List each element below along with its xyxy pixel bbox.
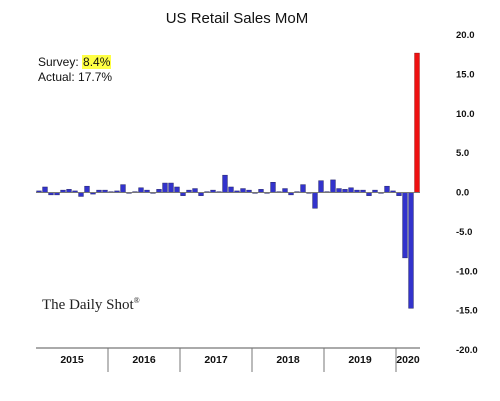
x-axis: 2015 2016 2017 2018 2019 2020 bbox=[36, 347, 420, 372]
x-year-label: 2018 bbox=[276, 354, 300, 366]
bar bbox=[300, 184, 306, 193]
bar bbox=[330, 179, 336, 193]
actual-annotation: Actual: 17.7% bbox=[38, 70, 112, 85]
watermark-text: The Daily Shot bbox=[42, 297, 134, 313]
chart-title: US Retail Sales MoM bbox=[166, 10, 309, 27]
bars-layer bbox=[36, 52, 420, 309]
bar bbox=[240, 188, 246, 193]
x-year-label: 2020 bbox=[396, 354, 420, 366]
daily-shot-watermark: The Daily Shot® bbox=[42, 296, 140, 314]
y-tick-label: -5.0 bbox=[456, 227, 472, 238]
bar bbox=[228, 186, 234, 193]
y-tick-label: 15.0 bbox=[456, 69, 475, 80]
bar bbox=[384, 185, 390, 193]
bar bbox=[84, 185, 90, 193]
y-tick-label: -10.0 bbox=[456, 266, 478, 277]
x-year-label: 2019 bbox=[348, 354, 372, 366]
y-tick-label: -15.0 bbox=[456, 306, 478, 317]
x-year-label: 2016 bbox=[132, 354, 156, 366]
bar bbox=[138, 187, 144, 193]
bar bbox=[174, 186, 180, 193]
bar bbox=[282, 188, 288, 193]
x-year-label: 2015 bbox=[60, 354, 84, 366]
bar bbox=[192, 188, 198, 193]
watermark-mark: ® bbox=[133, 296, 140, 305]
survey-value: 8.4% bbox=[82, 55, 112, 69]
y-tick-label: 20.0 bbox=[456, 30, 475, 41]
actual-value: 17.7% bbox=[78, 70, 113, 84]
survey-label: Survey: bbox=[38, 55, 83, 69]
bar bbox=[402, 192, 408, 259]
y-tick-label: 0.0 bbox=[456, 188, 469, 199]
y-tick-label: -20.0 bbox=[456, 345, 478, 356]
survey-annotation: Survey: 8.4% bbox=[38, 55, 112, 70]
bar bbox=[222, 174, 228, 193]
bar bbox=[42, 186, 48, 193]
bar bbox=[162, 182, 168, 193]
actual-label: Actual: bbox=[38, 70, 79, 84]
bar bbox=[348, 187, 354, 193]
bar bbox=[78, 192, 84, 197]
y-tick-label: 5.0 bbox=[456, 148, 469, 159]
x-year-label: 2017 bbox=[204, 354, 228, 366]
y-tick-label: 10.0 bbox=[456, 109, 475, 120]
bar bbox=[168, 182, 174, 193]
bar bbox=[336, 188, 342, 193]
bar bbox=[270, 182, 276, 193]
bar bbox=[318, 180, 324, 193]
bar bbox=[408, 192, 414, 309]
y-axis-ticks: 20.0 15.0 10.0 5.0 0.0 -5.0 -10.0 -15.0 -20.0 bbox=[456, 30, 478, 356]
bar bbox=[312, 192, 318, 209]
bar-highlight bbox=[414, 52, 420, 193]
bar bbox=[120, 184, 126, 193]
